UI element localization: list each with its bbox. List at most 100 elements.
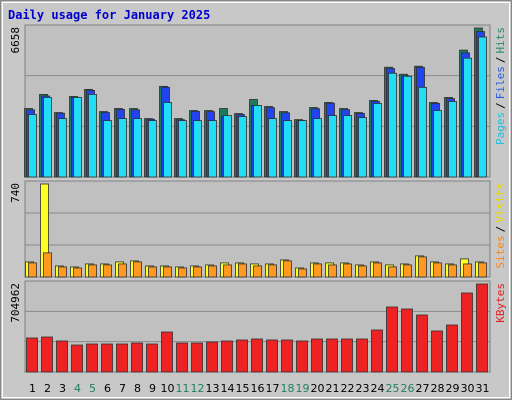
bar [328, 264, 337, 278]
bar [221, 340, 233, 373]
x-tick-label: 12 [191, 382, 205, 395]
x-tick-label: 7 [119, 382, 126, 395]
bar [358, 117, 367, 178]
x-tick-label: 19 [296, 382, 310, 395]
x-tick-label: 6 [104, 382, 111, 395]
bar [223, 264, 232, 278]
bar [343, 263, 352, 278]
bar [298, 268, 307, 278]
bar [416, 314, 428, 373]
bar [433, 110, 442, 178]
bar [43, 252, 52, 278]
bar [298, 120, 307, 178]
legend-entry: Hits [494, 27, 507, 54]
legend-entry: Visits [494, 183, 507, 223]
bar [238, 116, 247, 178]
bar [283, 260, 292, 278]
bar [373, 103, 382, 178]
bar [43, 97, 52, 178]
legend: Pages / Files / Hits [494, 27, 507, 145]
x-tick-label: 2 [44, 382, 51, 395]
legend-separator: / [494, 57, 507, 64]
bar [26, 337, 38, 373]
x-tick-label: 24 [371, 382, 385, 395]
bar [101, 343, 113, 373]
x-tick-label: 13 [206, 382, 220, 395]
bar [131, 342, 143, 373]
bar [371, 329, 383, 373]
bar [281, 339, 293, 373]
bar [161, 331, 173, 373]
x-tick-label: 30 [461, 382, 475, 395]
bar [311, 338, 323, 373]
bar [88, 264, 97, 278]
chart-title: Daily usage for January 2025 [8, 8, 210, 22]
bar [146, 343, 158, 373]
x-tick-label: 3 [59, 382, 66, 395]
x-tick-label: 10 [161, 382, 175, 395]
bar [268, 264, 277, 278]
bar [463, 263, 472, 278]
bar [463, 57, 472, 178]
bar [133, 118, 142, 178]
bar [476, 283, 488, 373]
bar [236, 339, 248, 373]
bar [313, 263, 322, 278]
bar [28, 114, 37, 178]
bar [266, 339, 278, 373]
bar [313, 118, 322, 178]
bar [253, 265, 262, 278]
x-tick-label: 27 [416, 382, 430, 395]
bar [251, 338, 263, 373]
x-tick-label: 28 [431, 382, 445, 395]
x-tick-label: 5 [89, 382, 96, 395]
bar [388, 266, 397, 278]
legend-entry: Pages [494, 112, 507, 145]
bar [403, 75, 412, 178]
bar [118, 263, 127, 278]
bar [208, 265, 217, 278]
x-tick-label: 9 [149, 382, 156, 395]
bar [86, 343, 98, 373]
bar [238, 263, 247, 278]
x-tick-label: 8 [134, 382, 141, 395]
bar [418, 256, 427, 278]
bar [478, 36, 487, 178]
x-tick-label: 26 [401, 382, 415, 395]
bar [58, 118, 67, 178]
bar [403, 264, 412, 278]
bar [401, 308, 413, 373]
bar [296, 340, 308, 373]
bar [208, 120, 217, 178]
bar [148, 266, 157, 278]
bar [163, 266, 172, 278]
bar [206, 341, 218, 373]
bar [73, 267, 82, 278]
x-tick-label: 25 [386, 382, 400, 395]
bar [358, 265, 367, 278]
bar [446, 324, 458, 373]
x-tick-label: 15 [236, 382, 250, 395]
bar [356, 338, 368, 373]
bar [328, 115, 337, 178]
y-max-label: 704962 [9, 283, 22, 323]
bar [253, 105, 262, 178]
bar [433, 262, 442, 278]
bar [341, 338, 353, 373]
bar [223, 115, 232, 178]
y-max-label: 6658 [9, 27, 22, 54]
bar [431, 330, 443, 373]
legend-entry: Files [494, 66, 507, 99]
bar [71, 344, 83, 373]
bar [28, 262, 37, 278]
bar [418, 86, 427, 178]
x-tick-label: 14 [221, 382, 235, 395]
x-tick-label: 16 [251, 382, 265, 395]
x-tick-label: 18 [281, 382, 295, 395]
bar [388, 72, 397, 178]
legend: KBytes [494, 283, 507, 323]
bar [103, 264, 112, 278]
bar [58, 266, 67, 278]
